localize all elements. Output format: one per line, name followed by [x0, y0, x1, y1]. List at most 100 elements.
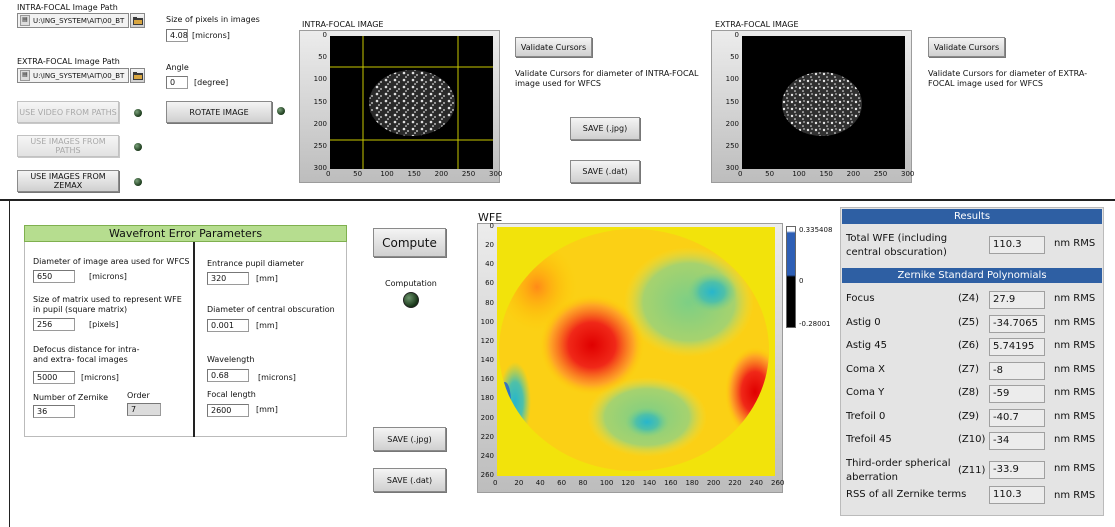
angle-label: Angle	[166, 63, 189, 72]
zernike-unit: nm RMS	[1054, 434, 1096, 445]
intra-validate-button[interactable]: Validate Cursors	[515, 37, 592, 57]
pupil-label: Entrance pupil diameter	[207, 259, 304, 268]
wavelength-unit: [microns]	[258, 373, 296, 382]
zernike-code: (Z6)	[958, 340, 980, 351]
diameter-field[interactable]: 650	[33, 270, 75, 283]
colorbar-max-label: 0.335408	[799, 226, 833, 234]
matrix-field[interactable]: 256	[33, 318, 75, 331]
y-tick-label: 150	[725, 97, 739, 106]
extra-validate-button[interactable]: Validate Cursors	[928, 37, 1005, 57]
x-tick-label: 100	[599, 479, 614, 487]
x-tick-label: 140	[642, 479, 657, 487]
wfe-graph: 0 20 40 60 80 100 120 140 160 180 200 220 240 260 0 20 4…	[477, 222, 784, 493]
top-save-jpg-button[interactable]: SAVE (.jpg)	[570, 117, 640, 140]
zernike-value: -34.7065	[989, 314, 1045, 333]
top-save-dat-button[interactable]: SAVE (.dat)	[570, 160, 640, 183]
x-tick-label: 250	[873, 170, 888, 178]
y-tick-label: 50	[318, 53, 327, 62]
y-tick-label: 40	[485, 260, 494, 269]
intra-path-input[interactable]: ▤ U:\ING_SYSTEM\AIT\00_BT	[17, 13, 129, 28]
angle-unit: [degree]	[194, 78, 229, 87]
x-tick-label: 250	[461, 170, 476, 178]
y-tick-label: 0	[322, 31, 327, 39]
wfe-params-panel	[24, 225, 347, 437]
wfe-save-dat-button[interactable]: SAVE (.dat)	[373, 468, 446, 492]
pixel-size-field[interactable]: 4.08	[166, 29, 188, 42]
zernike-name: Focus	[846, 293, 875, 304]
rotate-indicator	[277, 107, 285, 115]
zernike-code: (Z9)	[958, 410, 980, 422]
spherical-unit: nm RMS	[1054, 463, 1096, 474]
wavelength-field[interactable]: 0.68	[207, 369, 249, 382]
y-tick-label: 120	[480, 336, 494, 345]
x-tick-label: 50	[353, 170, 363, 178]
defocus-label-2: and extra- focal images	[33, 355, 128, 364]
diameter-unit: [microns]	[89, 272, 127, 281]
x-tick-label: 100	[792, 170, 806, 178]
obscuration-unit: [mm]	[256, 321, 278, 330]
zernike-code: (Z4)	[958, 293, 980, 304]
folder-icon	[132, 16, 143, 25]
y-tick-label: 220	[480, 432, 494, 441]
nzernike-label: Number of Zernike	[33, 393, 109, 402]
obscuration-field[interactable]: 0.001	[207, 319, 249, 332]
obscuration-label: Diameter of central obscuration	[207, 305, 335, 314]
diameter-label: Diameter of image area used for WFCS	[33, 257, 190, 266]
wfe-title: WFE	[478, 211, 503, 224]
wfe-plot[interactable]	[497, 227, 775, 476]
zernike-unit: nm RMS	[1054, 293, 1096, 304]
zernike-value: 5.74195	[989, 338, 1045, 356]
spherical-value: -33.9	[989, 461, 1045, 479]
rss-value: 110.3	[989, 486, 1045, 504]
rotate-image-button[interactable]: ROTATE IMAGE	[166, 101, 272, 123]
total-wfe-label-1: Total WFE (including	[846, 233, 948, 244]
folder-icon	[132, 71, 143, 80]
spherical-label-2: aberration	[846, 472, 898, 483]
y-tick-label: 160	[480, 375, 494, 384]
use-images-paths-button[interactable]: USE IMAGES FROM PATHS	[17, 135, 119, 157]
computation-indicator	[403, 292, 419, 308]
zernike-name: Coma Y	[846, 387, 885, 398]
path-icon: ▤	[20, 70, 30, 81]
use-video-button[interactable]: USE VIDEO FROM PATHS	[17, 101, 119, 123]
extra-validate-text: Validate Cursors for diameter of EXTRA-F…	[928, 69, 1088, 88]
zernike-value: -34	[989, 432, 1045, 450]
nzernike-field[interactable]: 36	[33, 405, 75, 418]
matrix-unit: [pixels]	[89, 320, 119, 329]
pupil-field[interactable]: 320	[207, 272, 249, 285]
intra-browse-button[interactable]	[130, 13, 145, 28]
y-tick-label: 100	[480, 317, 494, 326]
x-tick-label: 0	[493, 479, 498, 487]
zernike-value: 27.9	[989, 291, 1045, 309]
extra-image-plot[interactable]	[742, 36, 905, 169]
extra-path-label: EXTRA-FOCAL Image Path	[17, 57, 120, 66]
zernike-code: (Z8)	[958, 387, 980, 398]
zernike-name: Coma X	[846, 363, 885, 375]
intra-image-plot[interactable]	[330, 36, 493, 169]
extra-browse-button[interactable]	[130, 68, 145, 83]
pixel-size-label: Size of pixels in images	[166, 15, 260, 24]
y-tick-label: 100	[313, 75, 327, 84]
zernike-value: -59	[989, 385, 1045, 403]
x-tick-label: 100	[380, 170, 394, 178]
compute-button[interactable]: Compute	[373, 228, 446, 257]
x-tick-label: 50	[765, 170, 775, 178]
defocus-field[interactable]: 5000	[33, 371, 75, 384]
y-tick-label: 60	[485, 279, 494, 288]
bottom-left-border	[9, 201, 10, 527]
y-tick-label: 0	[734, 31, 739, 39]
x-tick-label: 200	[846, 170, 861, 178]
focal-length-field[interactable]: 2600	[207, 404, 249, 417]
wfe-save-jpg-button[interactable]: SAVE (.jpg)	[373, 427, 446, 451]
angle-field[interactable]: 0	[166, 76, 188, 89]
matrix-label-2: in pupil (square matrix)	[33, 305, 128, 314]
top-panel	[0, 0, 1115, 201]
extra-path-input[interactable]: ▤ U:\ING_SYSTEM\AIT\00_BT	[17, 68, 129, 83]
extra-image-graph: 0 50 100 150 200 250 300 0 50 100 150 200 250 300	[711, 30, 914, 183]
zernike-unit: nm RMS	[1054, 340, 1096, 351]
focal-length-unit: [mm]	[256, 405, 278, 414]
zernike-code: (Z7)	[958, 363, 980, 375]
use-images-zemax-button[interactable]: USE IMAGES FROM ZEMAX	[17, 170, 119, 192]
x-tick-label: 60	[557, 479, 567, 487]
y-tick-label: 240	[480, 451, 494, 460]
